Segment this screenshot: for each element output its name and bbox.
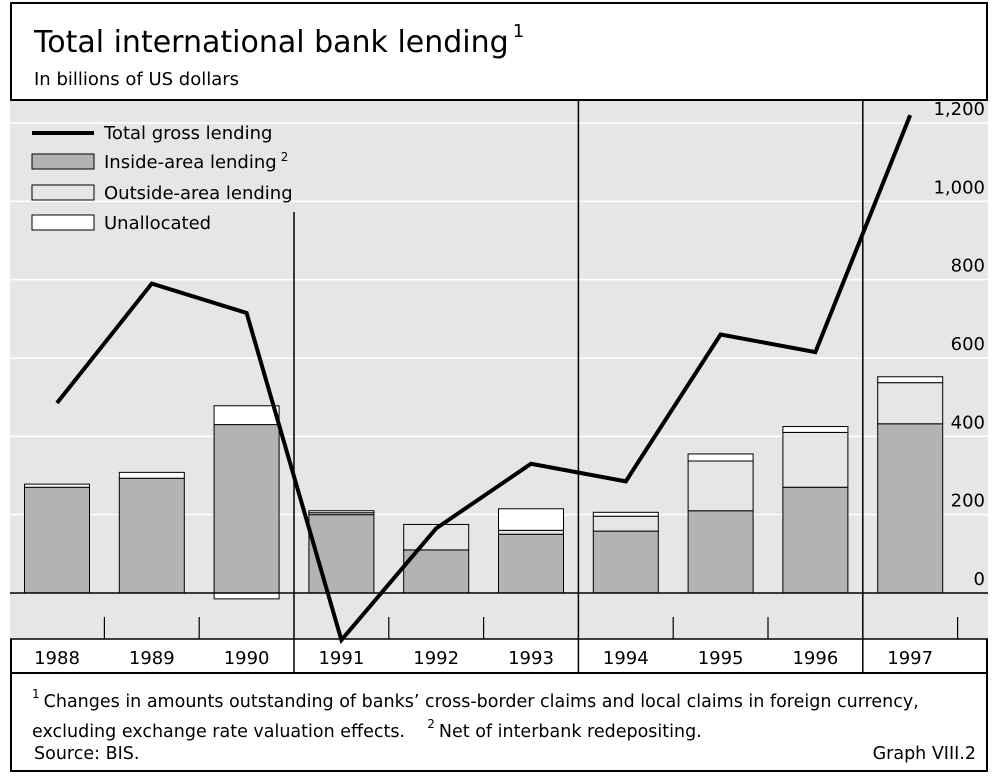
x-tick-label-1991: 1991 [318,648,364,669]
bar-outside-1994 [592,515,659,532]
graph-id: Graph VIII.2 [872,744,976,764]
bar-unallocated-1989 [118,471,185,479]
chart-title: Total international bank lending 1 [34,21,525,60]
bar-inside-1994 [592,530,659,594]
legend-swatch-unallocated [31,214,95,231]
source-note: Source: BIS. [34,744,140,764]
bar-unallocated-1990 [213,405,280,426]
bar-outside-1995 [687,460,754,512]
bar-inside-1992 [403,549,470,594]
bar-outside-1996 [782,431,849,488]
bar-inside-1996 [782,486,849,594]
chart-subtitle: In billions of US dollars [34,69,240,90]
bar-group-1989 [118,471,185,594]
legend-swatch-outside [31,184,95,201]
bar-group-1996 [782,426,849,594]
bar-unallocated-1988 [24,483,90,488]
bar-group-1993 [498,508,564,594]
bar-unallocated-1995 [687,453,754,462]
y-tick-label-800: 800 [951,256,985,277]
legend: Total gross lending Inside-area lending 2… [31,123,293,234]
legend-label-outside: Outside-area lending [104,183,293,204]
bar-inside-1995 [687,510,754,594]
legend-swatch-inside [31,153,95,170]
bar-group-1994 [592,511,659,594]
bar-group-1991 [308,510,375,594]
y-axis-labels: 0 200 400 600 800 1,000 1,200 [933,99,985,590]
bars [24,376,944,600]
y-tick-label-200: 200 [951,491,985,512]
bar-unallocated-1997 [877,376,944,384]
bar-unallocated-1994 [592,511,659,517]
bar-unallocated-1993 [498,508,564,531]
x-tick-label-1990: 1990 [224,648,270,669]
bar-group-1997 [877,376,944,594]
x-tick-label-1995: 1995 [698,648,744,669]
y-tick-label-1000: 1,000 [933,177,985,198]
total-gross-lending-line [55,114,913,645]
y-tick-label-1200: 1,200 [933,99,985,120]
footnote-2: Net of interbank redepositing. [438,721,702,742]
bar-inside-1991 [308,514,375,594]
x-axis: 1988 1989 1990 1991 1992 1993 1994 1995 1996 1997 [34,617,959,669]
legend-label-total: Total gross lending [103,123,272,144]
bar-group-1988 [24,483,90,594]
footnote-1-mark: 1 [32,687,40,701]
bar-group-1990 [213,405,280,600]
x-tick-label-1989: 1989 [129,648,175,669]
legend-label-unallocated: Unallocated [104,213,211,234]
bar-unallocated-1991 [308,510,375,514]
x-tick-label-1994: 1994 [603,648,649,669]
x-tick-label-1997: 1997 [887,648,933,669]
bar-group-1992 [403,523,470,594]
bar-inside-1988 [24,486,90,594]
bar-inside-1990 [213,424,280,594]
footnote-2-mark: 2 [427,716,435,731]
title-footnote-mark: 1 [512,21,525,42]
bar-negative-1990 [213,592,280,600]
y-tick-label-600: 600 [951,334,985,355]
legend-label-inside: Inside-area lending 2 [104,150,288,173]
x-tick-label-1993: 1993 [508,648,554,669]
x-tick-label-1992: 1992 [413,648,459,669]
bar-unallocated-1996 [782,426,849,433]
bar-inside-1989 [118,477,185,594]
footnotes: 1 Changes in amounts outstanding of banks… [32,684,982,744]
footnote-1: Changes in amounts outstanding of banks’… [32,691,919,742]
bar-outside-1993 [498,529,564,535]
period-dividers [293,101,864,673]
y-tick-label-0: 0 [974,569,985,590]
bar-inside-1993 [498,533,564,594]
y-tick-label-400: 400 [951,412,985,433]
bar-inside-1997 [877,423,944,594]
x-tick-label-1996: 1996 [792,648,838,669]
bar-outside-1997 [877,382,944,425]
bar-group-1995 [687,453,754,594]
x-tick-label-1988: 1988 [34,648,80,669]
